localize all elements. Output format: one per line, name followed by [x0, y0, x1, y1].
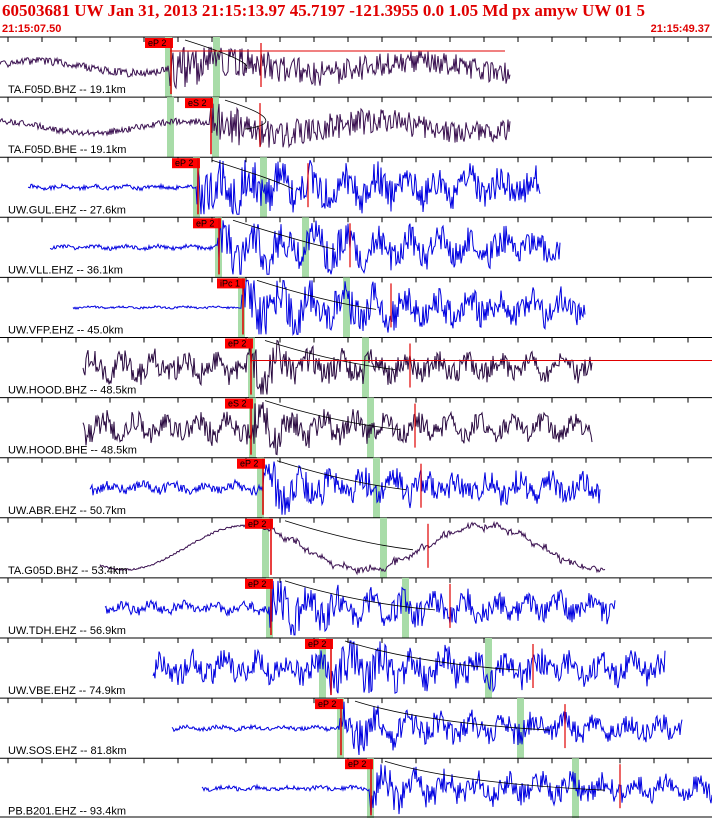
- waveform: [82, 402, 593, 456]
- green-marker: [167, 97, 174, 158]
- end-time: 21:15:49.37: [651, 23, 710, 35]
- waveform: [171, 701, 683, 756]
- header-title: 60503681 UW Jan 31, 2013 21:15:13.97 45.…: [2, 1, 645, 20]
- pick-label: eP 2: [308, 639, 326, 649]
- trace-label: UW.TDH.EHZ -- 56.9km: [8, 625, 126, 637]
- green-marker: [302, 217, 309, 278]
- pick-box: [305, 639, 333, 649]
- pick-box: [225, 338, 253, 349]
- pick-label: eS 2: [228, 399, 247, 409]
- green-marker: [362, 337, 369, 398]
- green-marker: [380, 517, 387, 578]
- arrival-curve: [224, 99, 267, 130]
- waveform: [201, 764, 712, 816]
- pick-label: eP 2: [248, 519, 266, 529]
- green-marker: [485, 638, 492, 699]
- pick-label: iPc 1: [220, 278, 240, 288]
- green-marker: [262, 517, 269, 578]
- waveform: [82, 339, 593, 395]
- green-marker: [343, 277, 350, 338]
- arrival-curve: [284, 520, 414, 551]
- waveform: [0, 103, 511, 149]
- waveform: [152, 640, 666, 696]
- trace-label: UW.VFP.EHZ -- 45.0km: [8, 325, 123, 337]
- trace-label: UW.HOOD.BHE -- 48.5km: [8, 445, 137, 457]
- pick-box: [172, 158, 200, 169]
- pick-box: [237, 458, 265, 469]
- arrival-curve: [276, 460, 407, 491]
- pick-box: [193, 218, 221, 229]
- pick-box: [245, 578, 273, 589]
- pick-label: eP 2: [148, 38, 166, 48]
- pick-box: [225, 398, 253, 409]
- trace-label: UW.VBE.EHZ -- 74.9km: [8, 685, 125, 697]
- pick-label: eP 2: [248, 579, 266, 589]
- waveform: [49, 220, 561, 275]
- trace-label: TA.F05D.BHZ -- 19.1km: [8, 84, 126, 96]
- pick-label: eS 2: [188, 98, 207, 108]
- trace-label: PB.B201.EHZ -- 93.4km: [8, 805, 126, 817]
- arrival-curve: [256, 280, 377, 310]
- pick-box: [315, 699, 343, 710]
- green-marker: [212, 97, 219, 158]
- waveform: [72, 279, 586, 336]
- trace-label: TA.G05D.BHZ -- 53.4km: [8, 565, 128, 577]
- trace-label: UW.HOOD.BHZ -- 48.5km: [8, 385, 136, 397]
- pick-label: eP 2: [196, 218, 214, 228]
- pick-label: eP 2: [318, 699, 336, 709]
- waveform: [0, 46, 511, 90]
- pick-box: [217, 278, 245, 289]
- green-marker: [213, 37, 220, 98]
- pick-box: [185, 98, 213, 109]
- arrival-curve: [344, 640, 519, 671]
- pick-box: [145, 38, 173, 48]
- pick-box: [245, 518, 273, 529]
- arrival-curve: [232, 219, 336, 250]
- start-time: 21:15:07.50: [2, 23, 61, 35]
- arrival-curve: [264, 340, 396, 370]
- arrival-curve: [384, 760, 606, 791]
- arrival-curve: [284, 580, 436, 611]
- arrival-curve: [354, 700, 551, 731]
- arrival-curve: [211, 159, 294, 190]
- pick-label: eP 2: [348, 759, 366, 769]
- pick-label: eP 2: [228, 339, 246, 349]
- arrival-curve: [184, 39, 248, 70]
- trace-label: UW.SOS.EHZ -- 81.8km: [8, 745, 127, 757]
- waveform: [89, 461, 601, 515]
- trace-label: UW.GUL.EHZ -- 27.6km: [8, 204, 126, 216]
- arrival-curve: [264, 400, 401, 430]
- waveform: [104, 580, 616, 636]
- waveform: [99, 520, 606, 576]
- pick-label: eP 2: [240, 459, 258, 469]
- trace-label: TA.F05D.BHE -- 19.1km: [8, 144, 126, 156]
- waveform: [27, 160, 541, 215]
- trace-label: UW.ABR.EHZ -- 50.7km: [8, 505, 126, 517]
- pick-label: eP 2: [175, 158, 193, 168]
- pick-box: [345, 759, 373, 770]
- green-marker: [260, 157, 267, 218]
- trace-label: UW.VLL.EHZ -- 36.1km: [8, 264, 123, 276]
